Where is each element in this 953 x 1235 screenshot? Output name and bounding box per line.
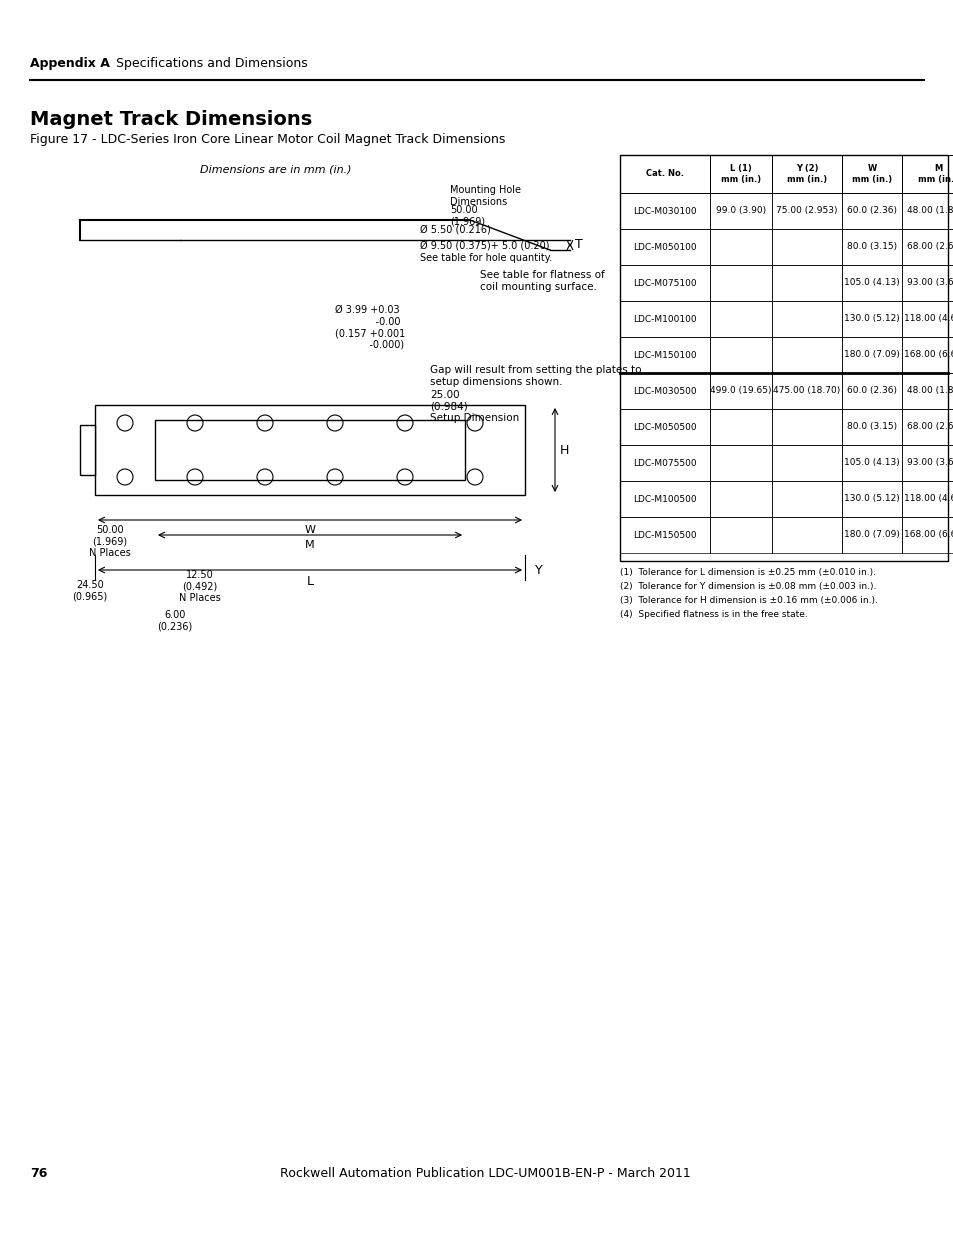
Text: Y: Y bbox=[535, 563, 542, 577]
Text: Dimensions are in mm (in.): Dimensions are in mm (in.) bbox=[200, 165, 351, 175]
Text: LDC-M050100: LDC-M050100 bbox=[633, 242, 696, 252]
Text: 80.0 (3.15): 80.0 (3.15) bbox=[846, 422, 896, 431]
Text: 76: 76 bbox=[30, 1167, 48, 1179]
Bar bbox=[709, 373, 771, 409]
Bar bbox=[841, 266, 901, 301]
Text: 60.0 (2.36): 60.0 (2.36) bbox=[846, 206, 896, 215]
Bar bbox=[901, 337, 953, 373]
Text: 48.00 (1.890): 48.00 (1.890) bbox=[906, 206, 953, 215]
Bar bbox=[709, 156, 771, 193]
Bar bbox=[841, 409, 901, 445]
Bar bbox=[901, 193, 953, 228]
Text: (1)  Tolerance for L dimension is ±0.25 mm (±0.010 in.).: (1) Tolerance for L dimension is ±0.25 m… bbox=[619, 568, 875, 577]
Bar bbox=[709, 228, 771, 266]
Bar bbox=[841, 373, 901, 409]
Bar bbox=[619, 228, 709, 266]
Text: 105.0 (4.13): 105.0 (4.13) bbox=[843, 458, 899, 468]
Text: 75.00 (2.953): 75.00 (2.953) bbox=[776, 206, 837, 215]
Text: LDC-M100500: LDC-M100500 bbox=[633, 494, 696, 504]
Bar bbox=[709, 266, 771, 301]
Bar bbox=[709, 445, 771, 480]
Text: 168.00 (6.614): 168.00 (6.614) bbox=[903, 531, 953, 540]
Bar bbox=[709, 337, 771, 373]
Bar bbox=[771, 337, 841, 373]
Bar bbox=[619, 517, 709, 553]
Text: LDC-M075100: LDC-M075100 bbox=[633, 279, 696, 288]
Bar bbox=[901, 409, 953, 445]
Text: Rockwell Automation Publication LDC-UM001B-EN-P - March 2011: Rockwell Automation Publication LDC-UM00… bbox=[280, 1167, 690, 1179]
Text: LDC-M100100: LDC-M100100 bbox=[633, 315, 696, 324]
Text: 48.00 (1.890): 48.00 (1.890) bbox=[906, 387, 953, 395]
Bar bbox=[771, 445, 841, 480]
Bar bbox=[771, 301, 841, 337]
Bar bbox=[619, 480, 709, 517]
Bar bbox=[771, 193, 841, 228]
Text: LDC-M030500: LDC-M030500 bbox=[633, 387, 696, 395]
Text: 12.50
(0.492)
N Places: 12.50 (0.492) N Places bbox=[179, 571, 221, 603]
Text: M: M bbox=[305, 540, 314, 550]
Text: LDC-M030100: LDC-M030100 bbox=[633, 206, 696, 215]
Text: W: W bbox=[304, 525, 315, 535]
Bar bbox=[709, 480, 771, 517]
Text: 499.0 (19.65): 499.0 (19.65) bbox=[709, 387, 771, 395]
Bar bbox=[619, 373, 709, 409]
Text: Gap will result from setting the plates to
setup dimensions shown.: Gap will result from setting the plates … bbox=[430, 366, 640, 387]
Bar bbox=[841, 156, 901, 193]
Bar bbox=[901, 480, 953, 517]
Bar bbox=[771, 156, 841, 193]
Text: 99.0 (3.90): 99.0 (3.90) bbox=[715, 206, 765, 215]
Text: 105.0 (4.13): 105.0 (4.13) bbox=[843, 279, 899, 288]
Text: 130.0 (5.12): 130.0 (5.12) bbox=[843, 494, 899, 504]
Text: H: H bbox=[559, 443, 569, 457]
Bar bbox=[619, 156, 947, 561]
Bar bbox=[841, 517, 901, 553]
Bar bbox=[709, 409, 771, 445]
Bar bbox=[841, 445, 901, 480]
Bar bbox=[771, 228, 841, 266]
Bar bbox=[841, 337, 901, 373]
Bar bbox=[771, 409, 841, 445]
Text: 130.0 (5.12): 130.0 (5.12) bbox=[843, 315, 899, 324]
Text: 93.00 (3.661): 93.00 (3.661) bbox=[906, 279, 953, 288]
Text: 118.00 (4.646): 118.00 (4.646) bbox=[903, 315, 953, 324]
Bar bbox=[619, 193, 709, 228]
Text: 25.00
(0.984)
Setup Dimension: 25.00 (0.984) Setup Dimension bbox=[430, 390, 518, 424]
Text: 80.0 (3.15): 80.0 (3.15) bbox=[846, 242, 896, 252]
Text: (2)  Tolerance for Y dimension is ±0.08 mm (±0.003 in.).: (2) Tolerance for Y dimension is ±0.08 m… bbox=[619, 582, 876, 592]
Text: L: L bbox=[306, 576, 314, 588]
Text: Cat. No.: Cat. No. bbox=[645, 169, 683, 179]
Text: L (1)
mm (in.): L (1) mm (in.) bbox=[720, 164, 760, 184]
Bar bbox=[901, 373, 953, 409]
Text: Ø 5.50 (0.216): Ø 5.50 (0.216) bbox=[419, 225, 490, 235]
Bar bbox=[709, 193, 771, 228]
Text: See table for flatness of
coil mounting surface.: See table for flatness of coil mounting … bbox=[479, 270, 604, 291]
Bar bbox=[901, 301, 953, 337]
Bar bbox=[619, 445, 709, 480]
Text: Y (2)
mm (in.): Y (2) mm (in.) bbox=[786, 164, 826, 184]
Text: 93.00 (3.661): 93.00 (3.661) bbox=[906, 458, 953, 468]
Bar bbox=[619, 266, 709, 301]
Bar bbox=[901, 445, 953, 480]
Text: (4)  Specified flatness is in the free state.: (4) Specified flatness is in the free st… bbox=[619, 610, 807, 619]
Bar bbox=[901, 156, 953, 193]
Text: 6.00
(0.236): 6.00 (0.236) bbox=[157, 610, 193, 631]
Bar bbox=[709, 301, 771, 337]
Text: 68.00 (2.677): 68.00 (2.677) bbox=[906, 422, 953, 431]
Bar bbox=[619, 337, 709, 373]
Text: Appendix A: Appendix A bbox=[30, 57, 110, 70]
Bar bbox=[154, 420, 464, 480]
Text: LDC-M150100: LDC-M150100 bbox=[633, 351, 696, 359]
Text: (3)  Tolerance for H dimension is ±0.16 mm (±0.006 in.).: (3) Tolerance for H dimension is ±0.16 m… bbox=[619, 597, 877, 605]
Text: 24.50
(0.965): 24.50 (0.965) bbox=[72, 580, 108, 601]
Bar bbox=[771, 266, 841, 301]
Text: Figure 17 - LDC-Series Iron Core Linear Motor Coil Magnet Track Dimensions: Figure 17 - LDC-Series Iron Core Linear … bbox=[30, 133, 505, 146]
Text: 168.00 (6.614): 168.00 (6.614) bbox=[903, 351, 953, 359]
Text: 180.0 (7.09): 180.0 (7.09) bbox=[843, 351, 899, 359]
Text: LDC-M050500: LDC-M050500 bbox=[633, 422, 696, 431]
Text: 50.00
(1.969): 50.00 (1.969) bbox=[450, 205, 485, 226]
Text: Magnet Track Dimensions: Magnet Track Dimensions bbox=[30, 110, 312, 128]
Bar bbox=[619, 156, 709, 193]
Text: 60.0 (2.36): 60.0 (2.36) bbox=[846, 387, 896, 395]
Text: 180.0 (7.09): 180.0 (7.09) bbox=[843, 531, 899, 540]
Bar bbox=[95, 405, 524, 495]
